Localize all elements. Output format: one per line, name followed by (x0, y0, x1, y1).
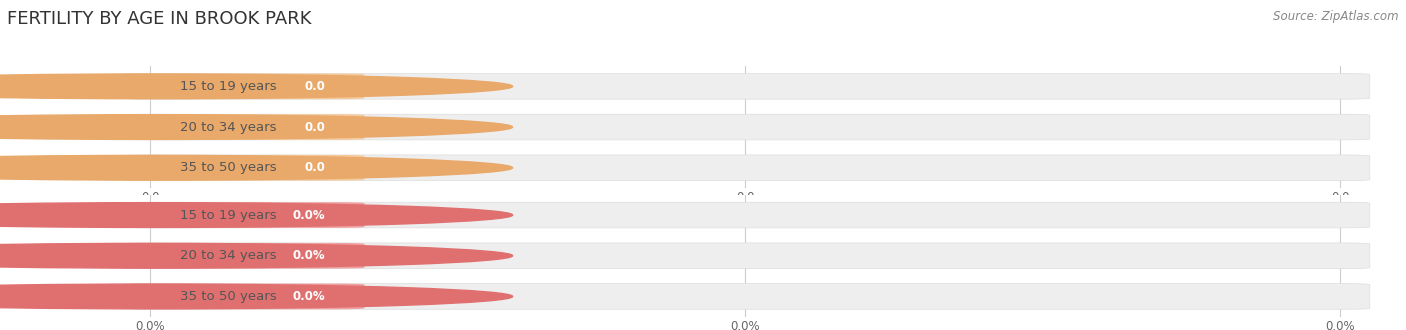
Circle shape (0, 115, 513, 140)
Text: 35 to 50 years: 35 to 50 years (180, 161, 277, 174)
Circle shape (0, 243, 513, 268)
FancyBboxPatch shape (121, 74, 1369, 99)
FancyBboxPatch shape (121, 243, 364, 269)
Circle shape (0, 74, 513, 99)
Text: 0.0: 0.0 (304, 120, 325, 134)
FancyBboxPatch shape (121, 283, 1369, 309)
FancyBboxPatch shape (121, 155, 1369, 181)
FancyBboxPatch shape (121, 114, 364, 140)
FancyBboxPatch shape (121, 114, 1369, 140)
FancyBboxPatch shape (121, 243, 1369, 269)
Text: 0.0%: 0.0% (292, 249, 325, 262)
Text: 35 to 50 years: 35 to 50 years (180, 290, 277, 303)
FancyBboxPatch shape (121, 155, 364, 181)
Text: 0.0%: 0.0% (292, 290, 325, 303)
Text: Source: ZipAtlas.com: Source: ZipAtlas.com (1274, 10, 1399, 23)
Text: 15 to 19 years: 15 to 19 years (180, 80, 277, 93)
Circle shape (0, 203, 513, 227)
FancyBboxPatch shape (121, 202, 1369, 228)
Text: 0.0: 0.0 (304, 161, 325, 174)
Circle shape (0, 284, 513, 309)
Text: 0.0: 0.0 (304, 80, 325, 93)
FancyBboxPatch shape (121, 283, 364, 309)
Text: 15 to 19 years: 15 to 19 years (180, 209, 277, 221)
Text: 20 to 34 years: 20 to 34 years (180, 120, 277, 134)
Text: 0.0%: 0.0% (292, 209, 325, 221)
FancyBboxPatch shape (121, 202, 364, 228)
Text: FERTILITY BY AGE IN BROOK PARK: FERTILITY BY AGE IN BROOK PARK (7, 10, 312, 28)
Text: 20 to 34 years: 20 to 34 years (180, 249, 277, 262)
Circle shape (0, 155, 513, 180)
FancyBboxPatch shape (121, 74, 364, 99)
